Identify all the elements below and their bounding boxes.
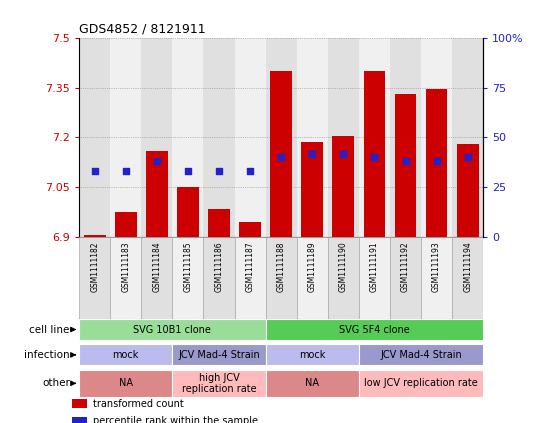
Bar (235, 38, 266, 237)
Text: GSM1111190: GSM1111190 (339, 241, 348, 292)
Bar (457, 144, 478, 237)
Bar (239, 222, 261, 237)
Bar (266, 237, 296, 319)
Bar (328, 38, 359, 237)
Bar (328, 237, 359, 319)
Bar (266, 38, 296, 237)
Bar (79, 319, 266, 340)
Text: infection: infection (24, 350, 70, 360)
Bar (146, 151, 168, 237)
Bar (364, 71, 385, 237)
Bar (390, 237, 421, 319)
Bar (426, 89, 448, 237)
Text: GSM1111185: GSM1111185 (183, 241, 192, 291)
Bar (452, 38, 483, 237)
Text: SVG 5F4 clone: SVG 5F4 clone (339, 324, 410, 335)
Point (339, 151, 348, 157)
Text: SVG 10B1 clone: SVG 10B1 clone (133, 324, 211, 335)
Point (183, 167, 192, 174)
Point (401, 157, 410, 164)
Text: NA: NA (305, 378, 319, 388)
Bar (390, 38, 421, 237)
Bar (73, 417, 87, 423)
Point (308, 151, 317, 157)
Text: cell line: cell line (29, 324, 70, 335)
Text: GSM1111188: GSM1111188 (277, 241, 286, 291)
Text: low JCV replication rate: low JCV replication rate (364, 378, 478, 388)
Bar (301, 143, 323, 237)
Bar (359, 237, 390, 319)
Text: JCV Mad-4 Strain: JCV Mad-4 Strain (380, 350, 462, 360)
Text: GSM1111193: GSM1111193 (432, 241, 441, 292)
Text: GSM1111186: GSM1111186 (215, 241, 223, 291)
Bar (173, 344, 266, 365)
Bar (110, 237, 141, 319)
Point (432, 157, 441, 164)
Bar (266, 370, 359, 397)
Text: JCV Mad-4 Strain: JCV Mad-4 Strain (178, 350, 260, 360)
Text: GSM1111184: GSM1111184 (152, 241, 162, 291)
Bar (235, 237, 266, 319)
Bar (266, 319, 483, 340)
Text: mock: mock (299, 350, 325, 360)
Point (246, 167, 254, 174)
Bar (296, 237, 328, 319)
Text: NA: NA (119, 378, 133, 388)
Bar (79, 38, 110, 237)
Bar (421, 237, 452, 319)
Text: GSM1111191: GSM1111191 (370, 241, 379, 291)
Point (90, 167, 99, 174)
Text: GSM1111192: GSM1111192 (401, 241, 410, 291)
Text: GSM1111189: GSM1111189 (308, 241, 317, 291)
Bar (110, 38, 141, 237)
Bar (421, 38, 452, 237)
Bar (452, 237, 483, 319)
Point (370, 154, 379, 161)
Text: mock: mock (112, 350, 139, 360)
Bar (204, 38, 235, 237)
Bar (79, 344, 173, 365)
Bar (79, 370, 173, 397)
Bar (296, 38, 328, 237)
Bar (173, 38, 204, 237)
Text: transformed count: transformed count (93, 398, 184, 409)
Bar (173, 370, 266, 397)
Bar (79, 237, 110, 319)
Bar (359, 344, 483, 365)
Bar (141, 38, 173, 237)
Point (464, 154, 472, 161)
Point (277, 154, 286, 161)
Text: GSM1111182: GSM1111182 (90, 241, 99, 291)
Bar (395, 94, 417, 237)
Text: GSM1111187: GSM1111187 (246, 241, 254, 291)
Bar (266, 344, 359, 365)
Text: high JCV
replication rate: high JCV replication rate (182, 373, 256, 394)
Text: percentile rank within the sample: percentile rank within the sample (93, 416, 258, 423)
Point (121, 167, 130, 174)
Bar (359, 370, 483, 397)
Point (215, 167, 223, 174)
Text: GDS4852 / 8121911: GDS4852 / 8121911 (79, 22, 206, 36)
Point (152, 157, 161, 164)
Bar (359, 38, 390, 237)
Bar (173, 237, 204, 319)
Text: GSM1111183: GSM1111183 (121, 241, 130, 291)
Bar (333, 136, 354, 237)
Bar (204, 237, 235, 319)
Bar (208, 209, 230, 237)
Bar (73, 399, 87, 408)
Bar (270, 71, 292, 237)
Bar (84, 235, 105, 237)
Bar (141, 237, 173, 319)
Text: other: other (42, 378, 70, 388)
Bar (177, 187, 199, 237)
Text: GSM1111194: GSM1111194 (463, 241, 472, 292)
Bar (115, 212, 136, 237)
